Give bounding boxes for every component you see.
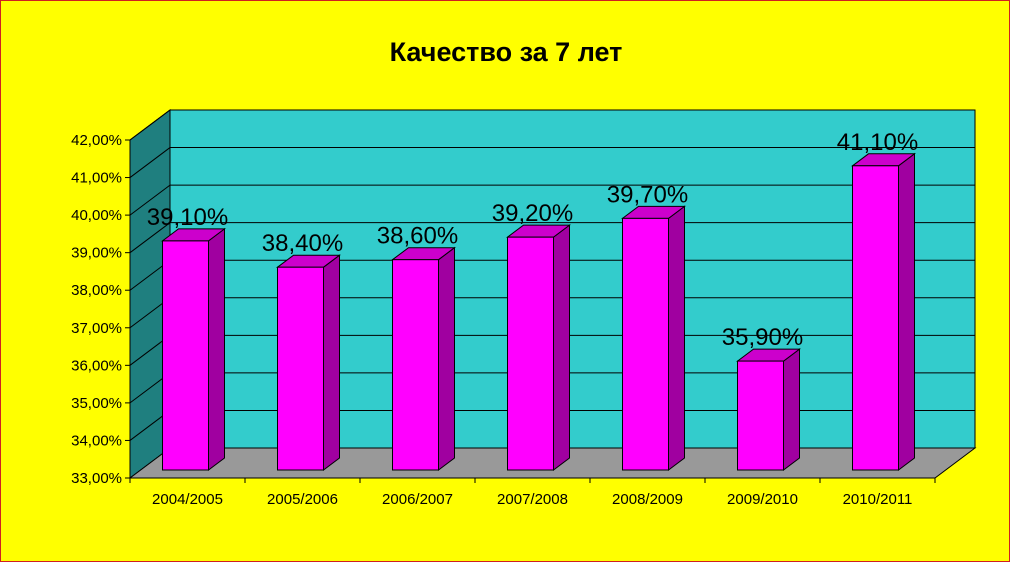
- bar-side: [668, 205, 685, 471]
- bar-front: [162, 240, 209, 471]
- data-label: 39,20%: [492, 200, 573, 227]
- bar-front: [852, 165, 899, 471]
- x-tick-label: 2004/2005: [152, 491, 223, 508]
- y-tick-label: 35,00%: [71, 395, 122, 412]
- bar-front: [507, 236, 554, 471]
- bars: [161, 152, 916, 471]
- data-label: 35,90%: [722, 324, 803, 351]
- gridline-side: [129, 147, 171, 178]
- bar-front: [737, 360, 784, 471]
- y-tick-label: 42,00%: [71, 132, 122, 149]
- chart-title: Качество за 7 лет: [389, 37, 623, 67]
- gridline-side: [129, 184, 171, 216]
- data-label: 38,40%: [262, 230, 343, 257]
- bar: [391, 246, 456, 471]
- y-tick-label: 38,00%: [71, 282, 122, 299]
- bar-side: [323, 254, 340, 471]
- x-tick-label: 2007/2008: [497, 491, 568, 508]
- y-axis: 33,00% 34,00% 35,00% 36,00% 37,00% 38,00% 39,0…: [71, 132, 131, 487]
- gridline-side: [129, 109, 171, 141]
- bar-front: [277, 266, 324, 471]
- bar: [621, 205, 686, 471]
- bar-side: [783, 348, 800, 471]
- y-tick-label: 37,00%: [71, 320, 122, 337]
- bar-front: [622, 217, 669, 471]
- bar: [851, 152, 916, 471]
- data-label: 39,70%: [607, 181, 688, 208]
- x-tick-label: 2009/2010: [727, 491, 798, 508]
- gridline-side: [129, 222, 171, 254]
- y-tick-label: 39,00%: [71, 245, 122, 262]
- data-label: 41,10%: [837, 129, 918, 156]
- y-tick-label: 36,00%: [71, 357, 122, 374]
- y-tick-label: 40,00%: [71, 207, 122, 224]
- bar: [161, 227, 226, 471]
- bar: [276, 254, 341, 471]
- data-labels: 39,10% 38,40% 38,60% 39,20% 39,70% 35,90% 41,1…: [147, 129, 918, 351]
- x-axis: 2004/2005 2005/2006 2006/2007 2007/2008 2008…: [129, 477, 936, 508]
- y-tick-label: 41,00%: [71, 170, 122, 187]
- y-tick-label: 33,00%: [71, 470, 122, 487]
- x-tick-label: 2008/2009: [612, 491, 683, 508]
- bar-side: [898, 152, 915, 471]
- bar-front: [392, 259, 439, 471]
- bar-side: [208, 227, 225, 471]
- bar: [736, 348, 801, 471]
- bar-side: [438, 246, 455, 471]
- data-label: 39,10%: [147, 204, 228, 231]
- x-tick-label: 2006/2007: [382, 491, 453, 508]
- y-tick-label: 34,00%: [71, 432, 122, 449]
- bar-side: [553, 224, 570, 471]
- bar: [506, 224, 571, 471]
- x-tick-label: 2010/2011: [843, 491, 913, 508]
- x-tick-label: 2005/2006: [267, 491, 338, 508]
- data-label: 38,60%: [377, 223, 458, 250]
